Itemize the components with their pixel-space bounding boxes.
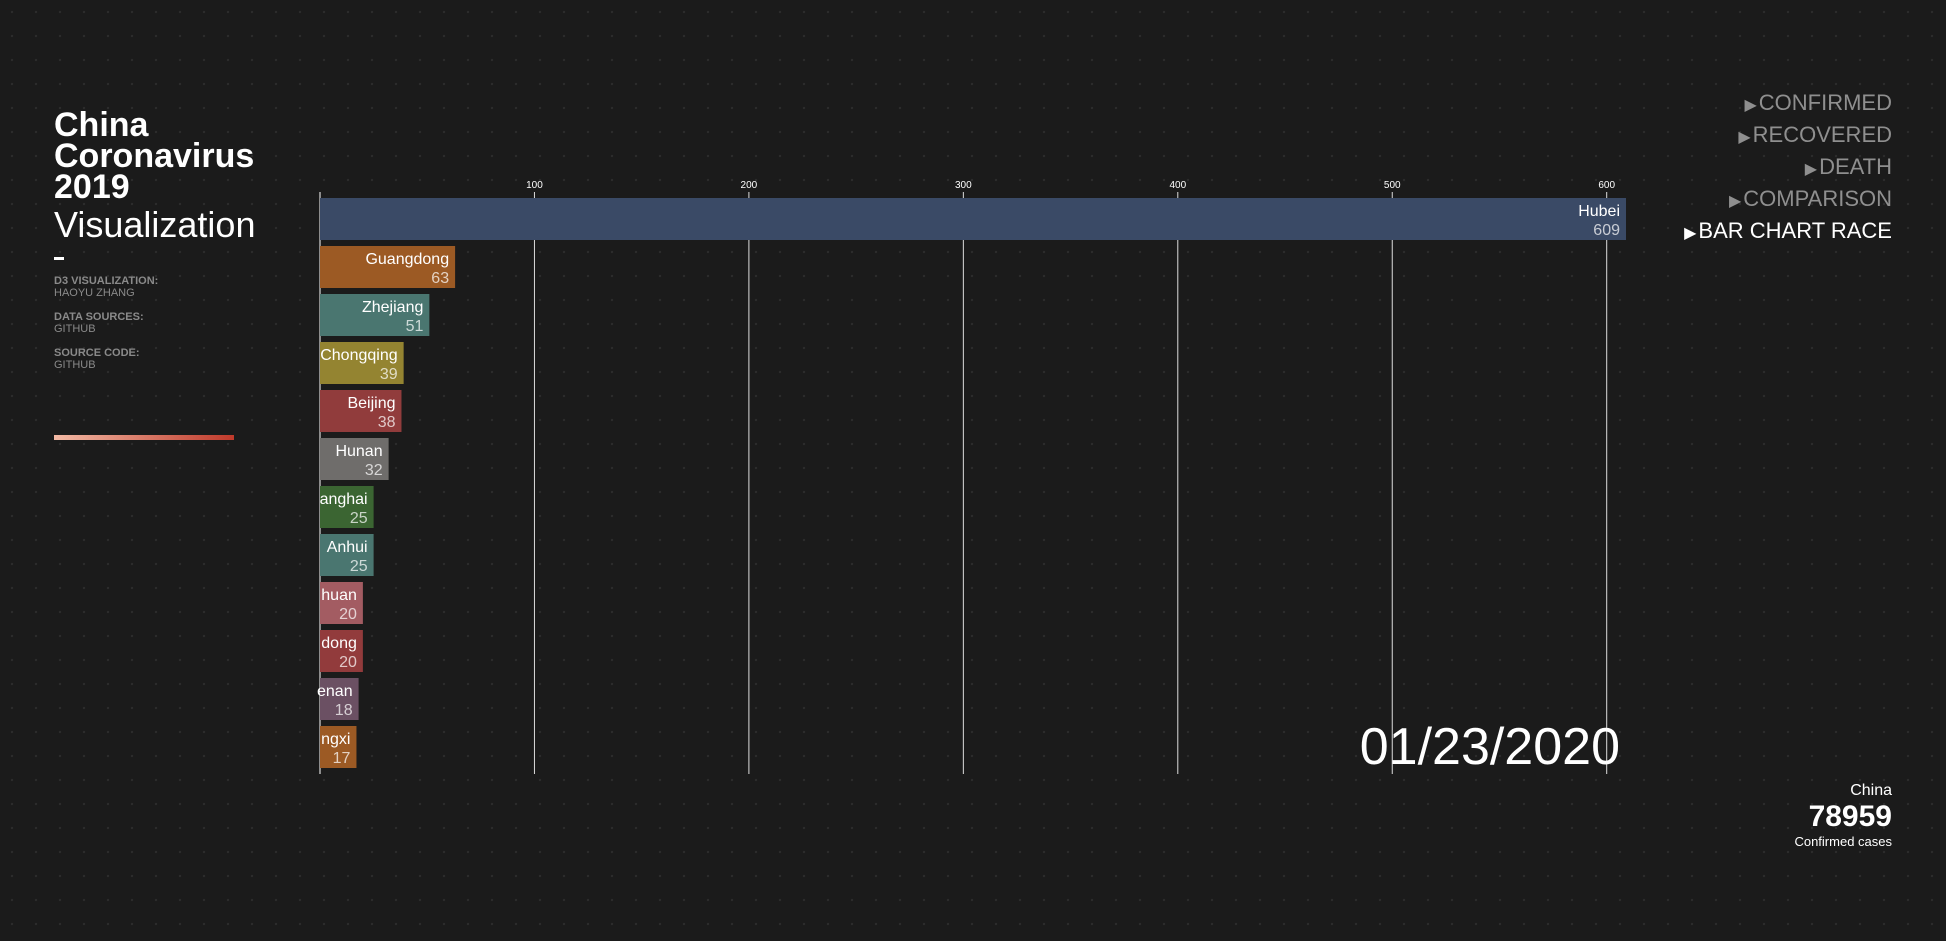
grid-lines: 100 200 300 400 500 600 — [319, 180, 1615, 774]
bar-label: enan — [317, 683, 353, 700]
bar — [320, 726, 357, 768]
tick-label: 400 — [1169, 180, 1186, 191]
credit-source-code: SOURCE CODE: GITHUB — [54, 347, 294, 371]
bar — [320, 294, 430, 336]
nav-item-recovered[interactable]: ▶RECOVERED — [1684, 120, 1892, 152]
nav-item-label: BAR CHART RACE — [1698, 218, 1892, 243]
credit-label: D3 VISUALIZATION: — [54, 275, 159, 287]
bar-value: 20 — [339, 606, 357, 623]
bar-value: 25 — [350, 510, 368, 527]
title-panel: China Coronavirus 2019 Visualization D3 … — [54, 106, 294, 371]
summary-total: 78959 — [1808, 800, 1892, 833]
credit-data-sources: DATA SOURCES: GITHUB — [54, 311, 294, 335]
bar-label: dong — [321, 635, 357, 652]
bar-value: 17 — [333, 750, 351, 767]
bar — [320, 438, 389, 480]
date-label: 01/23/2020 — [1360, 718, 1620, 776]
tick-label: 600 — [1598, 180, 1615, 191]
bar-value: 39 — [380, 366, 398, 383]
nav-item-label: COMPARISON — [1743, 186, 1892, 211]
bar-label: Beijing — [347, 395, 395, 412]
nav-item-label: RECOVERED — [1752, 122, 1892, 147]
nav-item-death[interactable]: ▶DEATH — [1684, 152, 1892, 184]
bar-value: 38 — [378, 414, 396, 431]
play-triangle-icon: ▶ — [1804, 161, 1818, 178]
bar-value: 609 — [1593, 222, 1620, 239]
play-triangle-icon: ▶ — [1684, 225, 1697, 242]
bar-value: 20 — [339, 654, 357, 671]
nav-item-label: DEATH — [1819, 154, 1892, 179]
page-title-line-2: Coronavirus — [54, 137, 255, 175]
credit-value: HAOYU ZHANG — [54, 287, 135, 299]
page-subtitle: Visualization — [54, 204, 256, 245]
bar-label: Hunan — [335, 443, 382, 460]
bar — [320, 534, 374, 576]
bar-label: Hubei — [1578, 203, 1620, 220]
credit-visualization: D3 VISUALIZATION: HAOYU ZHANG — [54, 275, 294, 299]
credit-label: SOURCE CODE: — [54, 347, 140, 359]
bar-label: huan — [321, 587, 357, 604]
bar-value: 25 — [350, 558, 368, 575]
tick-label: 200 — [741, 180, 758, 191]
title-divider — [54, 257, 64, 260]
bar — [320, 390, 402, 432]
nav-item-comparison[interactable]: ▶COMPARISON — [1684, 184, 1892, 216]
data-sources-link[interactable]: GITHUB — [54, 323, 96, 335]
bar — [320, 342, 404, 384]
nav-item-bar-chart-race[interactable]: ▶BAR CHART RACE — [1684, 216, 1892, 248]
color-legend-bar — [54, 435, 234, 440]
bars: Hubei 609 Guangdong 63 Zhejiang 51 Chongqing 39… — [317, 198, 1626, 768]
summary-panel: China 78959 Confirmed cases — [1794, 782, 1892, 849]
view-nav: ▶CONFIRMED ▶RECOVERED ▶DEATH ▶COMPARISON… — [1684, 88, 1892, 248]
bar-label: Zhejiang — [362, 299, 423, 316]
tick-label: 100 — [526, 180, 543, 191]
page-title-line-3: 2019 — [54, 168, 130, 206]
bar-label: ngxi — [321, 731, 350, 748]
bar — [320, 630, 363, 672]
bar-value: 18 — [335, 702, 353, 719]
bar — [320, 678, 359, 720]
summary-region: China — [1850, 782, 1892, 799]
play-triangle-icon: ▶ — [1738, 129, 1751, 146]
page-title-line-1: China — [54, 106, 149, 144]
tick-label: 300 — [955, 180, 972, 191]
nav-item-confirmed[interactable]: ▶CONFIRMED — [1684, 88, 1892, 120]
bar-value: 63 — [431, 270, 449, 287]
play-triangle-icon: ▶ — [1744, 97, 1757, 114]
nav-item-label: CONFIRMED — [1758, 90, 1892, 115]
bar-label: Guangdong — [365, 251, 449, 268]
play-triangle-icon: ▶ — [1728, 193, 1742, 210]
source-code-link[interactable]: GITHUB — [54, 359, 96, 371]
credit-label: DATA SOURCES: — [54, 311, 144, 323]
bar — [320, 486, 374, 528]
bar-value: 51 — [406, 318, 424, 335]
bar — [320, 582, 363, 624]
tick-label: 500 — [1384, 180, 1401, 191]
bar — [320, 246, 456, 288]
bar-label: anghai — [320, 491, 368, 508]
bar — [320, 198, 1626, 240]
summary-caption: Confirmed cases — [1794, 834, 1892, 849]
bar-label: Anhui — [327, 539, 368, 556]
bar-label: Chongqing — [320, 347, 397, 364]
bar-value: 32 — [365, 462, 383, 479]
